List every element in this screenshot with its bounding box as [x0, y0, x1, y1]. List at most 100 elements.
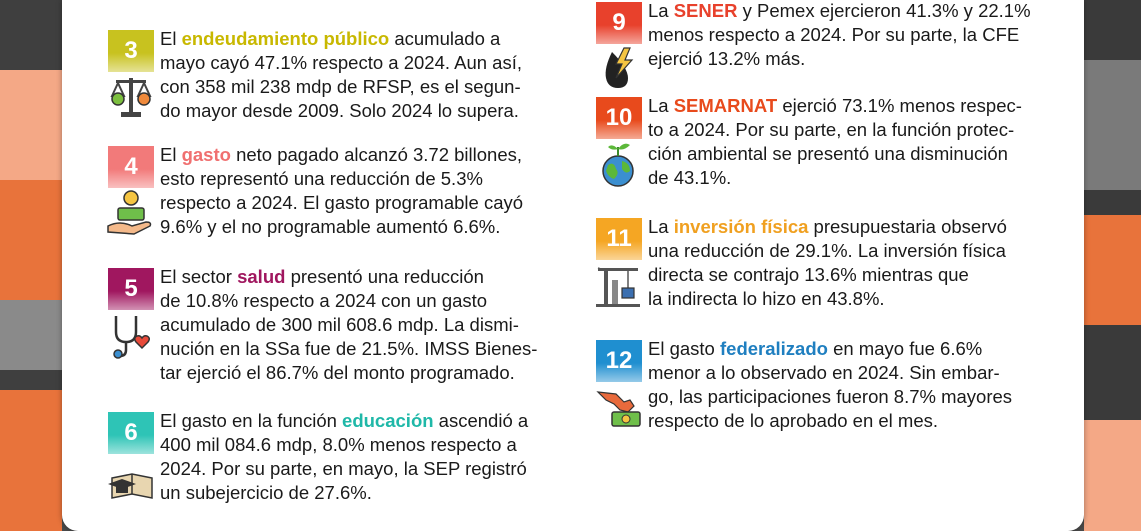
text-segment: ción ambiental se presentó una disminuci…	[648, 143, 1008, 164]
item-text-line: directa se contrajo 13.6% mientras que	[648, 263, 1007, 287]
book-graduation-icon	[106, 454, 156, 504]
item-text-line: de 43.1%.	[648, 166, 1022, 190]
text-segment: y Pemex ejercieron 41.3% y 22.1%	[737, 0, 1031, 21]
hand-money-icon	[106, 188, 156, 238]
item-text: El endeudamiento público acumulado a mayo…	[160, 27, 522, 123]
item-text-line: ejerció 13.2% más.	[648, 47, 1031, 71]
item-text-line: 400 mil 084.6 mdp, 8.0% menos respecto a	[160, 433, 528, 457]
text-segment: El sector	[160, 266, 238, 287]
bg-shape-gray-right	[1084, 60, 1141, 190]
item-number-badge: 9	[596, 2, 642, 44]
highlight-term: endeudamiento público	[181, 28, 390, 49]
text-segment: de 43.1%.	[648, 167, 732, 188]
item-number-badge: 10	[596, 97, 642, 139]
energy-oil-icon	[594, 44, 644, 94]
bg-shape-gray-left	[0, 300, 62, 370]
item-text-line: 9.6% y el no programable aumentó 6.6%.	[160, 215, 523, 239]
bg-shape-orange-right	[1084, 215, 1141, 325]
item-number-badge: 6	[108, 412, 154, 454]
highlight-term: SEMARNAT	[673, 95, 778, 116]
item-text-line: La SENER y Pemex ejercieron 41.3% y 22.1…	[648, 0, 1031, 23]
text-segment: tar ejerció el 86.7% del monto programad…	[160, 362, 515, 383]
text-segment: La	[648, 95, 674, 116]
item-text-line: la indirecta lo hizo en 43.8%.	[648, 287, 1007, 311]
text-segment: en mayo fue 6.6%	[827, 338, 983, 359]
text-segment: presentó una reducción	[285, 266, 484, 287]
item-text-line: do mayor desde 2009. Solo 2024 lo supera…	[160, 99, 522, 123]
item-text-line: con 358 mil 238 mdp de RFSP, es el segun…	[160, 75, 522, 99]
text-segment: acumulado de 300 mil 608.6 mdp. La dismi…	[160, 314, 519, 335]
text-segment: un subejercicio de 27.6%.	[160, 482, 372, 503]
text-segment: menos respecto a 2024. Por su parte, la …	[648, 24, 1020, 45]
text-segment: 400 mil 084.6 mdp, 8.0% menos respecto a	[160, 434, 517, 455]
item-text-line: tar ejerció el 86.7% del monto programad…	[160, 361, 537, 385]
text-segment: go, las participaciones fueron 8.7% mayo…	[648, 386, 1013, 407]
text-segment: El gasto en la función	[160, 410, 343, 431]
item-text-line: nución en la SSa fue de 21.5%. IMSS Bien…	[160, 337, 537, 361]
text-segment: presupuestaria observó	[808, 216, 1007, 237]
highlight-term: federalizado	[720, 338, 828, 359]
item-text: La inversión física presupuestaria obser…	[648, 215, 1007, 311]
highlight-term: salud	[237, 266, 286, 287]
scale-money-icon	[106, 72, 156, 122]
text-segment: 2024. Por su parte, en mayo, la SEP regi…	[160, 458, 527, 479]
globe-plant-icon	[594, 139, 644, 189]
highlight-term: SENER	[673, 0, 738, 21]
text-segment: do mayor desde 2009. Solo 2024 lo supera…	[160, 100, 519, 121]
item-text-line: El gasto en la función educación ascendi…	[160, 409, 528, 433]
stethoscope-heart-icon	[106, 310, 156, 360]
item-text-line: menor a lo observado en 2024. Sin embar-	[648, 361, 1012, 385]
text-segment: directa se contrajo 13.6% mientras que	[648, 264, 969, 285]
item-text-line: mayo cayó 47.1% respecto a 2024. Aun así…	[160, 51, 522, 75]
text-segment: nución en la SSa fue de 21.5%. IMSS Bien…	[160, 338, 538, 359]
text-segment: respecto de lo aprobado en el mes.	[648, 410, 939, 431]
text-segment: menor a lo observado en 2024. Sin embar-	[648, 362, 1000, 383]
text-segment: neto pagado alcanzó 3.72 billones,	[230, 144, 523, 165]
text-segment: 9.6% y el no programable aumentó 6.6%.	[160, 216, 501, 237]
construction-crane-icon	[594, 260, 644, 310]
item-text: La SEMARNAT ejerció 73.1% menos respec-t…	[648, 94, 1022, 190]
text-segment: El	[160, 28, 182, 49]
item-text-line: esto representó una reducción de 5.3%	[160, 167, 523, 191]
text-segment: El	[160, 144, 182, 165]
bg-shape-orange-left	[0, 180, 62, 300]
content-card	[62, 0, 1084, 531]
item-text-line: una reducción de 29.1%. La inversión fís…	[648, 239, 1007, 263]
text-segment: una reducción de 29.1%. La inversión fís…	[648, 240, 1006, 261]
text-segment: de 10.8% respecto a 2024 con un gasto	[160, 290, 488, 311]
text-segment: La	[648, 0, 674, 21]
text-segment: ejerció 13.2% más.	[648, 48, 806, 69]
mexico-map-money-icon	[594, 382, 644, 432]
text-segment: esto representó una reducción de 5.3%	[160, 168, 483, 189]
text-segment: to a 2024. Por su parte, en la función p…	[648, 119, 1015, 140]
item-text-line: respecto de lo aprobado en el mes.	[648, 409, 1012, 433]
item-text-line: to a 2024. Por su parte, en la función p…	[648, 118, 1022, 142]
item-text-line: El endeudamiento público acumulado a	[160, 27, 522, 51]
item-text: El gasto en la función educación ascendi…	[160, 409, 528, 505]
item-text-line: ción ambiental se presentó una disminuci…	[648, 142, 1022, 166]
item-text: El gasto neto pagado alcanzó 3.72 billon…	[160, 143, 523, 239]
text-segment: ascendió a	[433, 410, 529, 431]
item-text-line: La inversión física presupuestaria obser…	[648, 215, 1007, 239]
item-text: El gasto federalizado en mayo fue 6.6% me…	[648, 337, 1012, 433]
highlight-term: inversión física	[673, 216, 809, 237]
text-segment: respecto a 2024. El gasto programable ca…	[160, 192, 524, 213]
text-segment: El gasto	[648, 338, 720, 359]
text-segment: acumulado a	[389, 28, 501, 49]
item-text-line: de 10.8% respecto a 2024 con un gasto	[160, 289, 537, 313]
highlight-term: gasto	[181, 144, 231, 165]
bg-shape-orange-bottom-left	[0, 390, 62, 531]
item-number-badge: 11	[596, 218, 642, 260]
text-segment: ejerció 73.1% menos respec-	[777, 95, 1022, 116]
item-text-line: 2024. Por su parte, en mayo, la SEP regi…	[160, 457, 528, 481]
text-segment: con 358 mil 238 mdp de RFSP, es el segun…	[160, 76, 521, 97]
item-text-line: El sector salud presentó una reducción	[160, 265, 537, 289]
item-text: La SENER y Pemex ejercieron 41.3% y 22.1…	[648, 0, 1031, 71]
item-text-line: respecto a 2024. El gasto programable ca…	[160, 191, 523, 215]
item-text-line: El gasto neto pagado alcanzó 3.72 billon…	[160, 143, 523, 167]
text-segment: mayo cayó 47.1% respecto a 2024. Aun así…	[160, 52, 523, 73]
item-text-line: acumulado de 300 mil 608.6 mdp. La dismi…	[160, 313, 537, 337]
item-number-badge: 4	[108, 146, 154, 188]
item-number-badge: 5	[108, 268, 154, 310]
item-text-line: La SEMARNAT ejerció 73.1% menos respec-	[648, 94, 1022, 118]
